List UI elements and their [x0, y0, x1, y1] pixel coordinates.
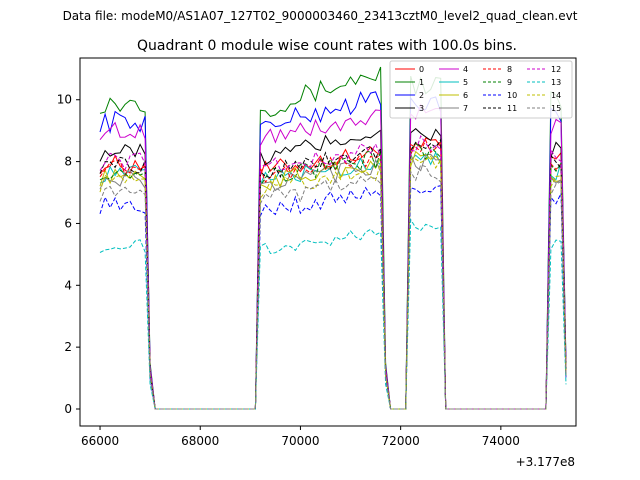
legend-label-5: 5	[463, 78, 468, 87]
series-line-10	[99, 184, 567, 410]
y-tick-label-0: 0	[64, 402, 72, 416]
series-line-6	[99, 150, 567, 410]
x-tick-label-2: 70000	[281, 434, 319, 448]
series-line-13	[99, 218, 567, 410]
legend-label-0: 0	[419, 65, 424, 74]
legend-label-13: 13	[551, 78, 561, 87]
header-text: Data file: modeM0/AS1A07_127T02_90000034…	[63, 9, 578, 23]
legend-label-6: 6	[463, 91, 468, 100]
y-tick-label-1: 2	[64, 340, 72, 354]
series-line-14	[99, 155, 567, 410]
legend-label-12: 12	[551, 65, 561, 74]
plot-lines	[99, 66, 567, 410]
x-tick-label-4: 74000	[482, 434, 520, 448]
series-line-11	[99, 138, 567, 410]
series-line-4	[99, 103, 567, 410]
x-tick-label-1: 68000	[181, 434, 219, 448]
series-line-5	[99, 151, 567, 410]
y-tick-label-4: 8	[64, 155, 72, 169]
legend-label-4: 4	[463, 65, 468, 74]
x-tick-label-0: 66000	[81, 434, 119, 448]
series-line-7	[99, 153, 567, 410]
series-line-3	[99, 128, 567, 410]
x-tick-label-3: 72000	[382, 434, 420, 448]
legend-label-3: 3	[419, 104, 424, 113]
series-line-0	[99, 137, 567, 410]
legend-label-9: 9	[507, 78, 512, 87]
y-axis: 0 2 4 6 8 10	[57, 93, 80, 416]
legend-label-8: 8	[507, 65, 512, 74]
x-offset-label: +3.177e8	[516, 455, 575, 469]
legend-label-15: 15	[551, 104, 561, 113]
series-line-15	[99, 164, 567, 410]
series-line-2	[99, 90, 567, 410]
y-tick-label-5: 10	[57, 93, 72, 107]
series-line-8	[99, 138, 567, 410]
x-axis: 66000 68000 70000 72000 74000	[81, 426, 520, 448]
legend-label-1: 1	[419, 78, 424, 87]
plot-frame	[79, 57, 577, 427]
y-tick-label-2: 4	[64, 278, 72, 292]
legend-label-14: 14	[551, 91, 561, 100]
legend-label-7: 7	[463, 104, 468, 113]
legend-label-10: 10	[507, 91, 517, 100]
y-tick-label-3: 6	[64, 216, 72, 230]
legend-label-2: 2	[419, 91, 424, 100]
series-line-9	[99, 142, 567, 410]
legend-label-11: 11	[507, 104, 517, 113]
chart-title: Quadrant 0 module wise count rates with …	[137, 38, 517, 54]
legend-box	[389, 60, 573, 119]
